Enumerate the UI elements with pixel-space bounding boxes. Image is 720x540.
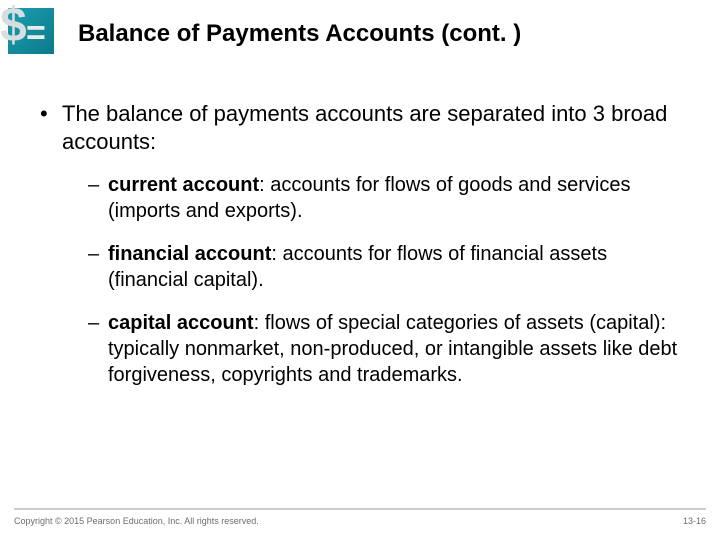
term: financial account	[108, 243, 271, 265]
header-icon: $ =	[2, 2, 60, 60]
dollar-icon: $	[0, 2, 27, 50]
copyright-text: Copyright © 2015 Pearson Education, Inc.…	[14, 516, 259, 526]
slide: $ = Balance of Payments Accounts (cont. …	[0, 0, 720, 540]
footer: Copyright © 2015 Pearson Education, Inc.…	[14, 508, 706, 526]
content-area: The balance of payments accounts are sep…	[40, 100, 680, 406]
sub-bullet: current account: accounts for flows of g…	[88, 173, 680, 224]
sub-bullet: financial account: accounts for flows of…	[88, 242, 680, 293]
slide-title: Balance of Payments Accounts (cont. )	[78, 20, 700, 48]
main-bullet: The balance of payments accounts are sep…	[40, 100, 680, 155]
term: capital account	[108, 312, 254, 334]
page-number: 13-16	[683, 516, 706, 526]
term: current account	[108, 174, 259, 196]
equals-icon: =	[26, 16, 46, 50]
sub-bullet-list: current account: accounts for flows of g…	[40, 173, 680, 388]
sub-bullet: capital account: flows of special catego…	[88, 311, 680, 388]
